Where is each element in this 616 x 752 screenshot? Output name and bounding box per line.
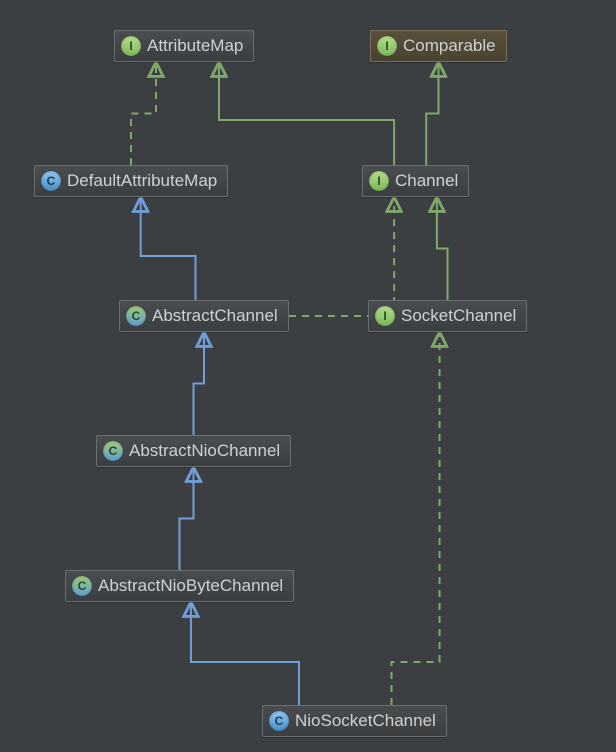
node-attributemap[interactable]: I AttributeMap	[114, 30, 254, 62]
edge-AbstractNioChannel-AbstractChannel	[194, 332, 205, 435]
node-socketchannel[interactable]: I SocketChannel	[368, 300, 527, 332]
node-comparable[interactable]: I Comparable	[370, 30, 507, 62]
node-channel[interactable]: I Channel	[362, 165, 469, 197]
node-label: AbstractChannel	[152, 306, 278, 326]
edge-SocketChannel-Channel	[437, 197, 448, 300]
interface-icon: I	[377, 36, 397, 56]
abstract-icon: C	[126, 306, 146, 326]
edge-Channel-AttributeMap	[219, 62, 394, 165]
node-defaultattributemap[interactable]: C DefaultAttributeMap	[34, 165, 228, 197]
class-icon: C	[269, 711, 289, 731]
node-niosocketchannel[interactable]: C NioSocketChannel	[262, 705, 447, 737]
node-label: Channel	[395, 171, 458, 191]
node-abstractniochannel[interactable]: C AbstractNioChannel	[96, 435, 291, 467]
abstract-icon: C	[103, 441, 123, 461]
edge-NioSocketChannel-AbstractNioByteChannel	[191, 602, 299, 705]
node-label: DefaultAttributeMap	[67, 171, 217, 191]
node-abstractniobytechannel[interactable]: C AbstractNioByteChannel	[65, 570, 294, 602]
edges-layer	[0, 0, 616, 752]
interface-icon: I	[375, 306, 395, 326]
node-label: AbstractNioByteChannel	[98, 576, 283, 596]
edge-AbstractChannel-DefaultAttributeMap	[141, 197, 196, 300]
class-icon: C	[41, 171, 61, 191]
interface-icon: I	[369, 171, 389, 191]
edge-Channel-Comparable	[426, 62, 438, 165]
edge-NioSocketChannel-SocketChannel	[392, 332, 440, 705]
interface-icon: I	[121, 36, 141, 56]
node-label: AttributeMap	[147, 36, 243, 56]
node-label: AbstractNioChannel	[129, 441, 280, 461]
node-abstractchannel[interactable]: C AbstractChannel	[119, 300, 289, 332]
edge-DefaultAttributeMap-AttributeMap	[131, 62, 156, 165]
node-label: NioSocketChannel	[295, 711, 436, 731]
abstract-icon: C	[72, 576, 92, 596]
edge-AbstractNioByteChannel-AbstractNioChannel	[180, 467, 194, 570]
edge-AbstractChannel-Channel	[289, 197, 394, 316]
node-label: SocketChannel	[401, 306, 516, 326]
node-label: Comparable	[403, 36, 496, 56]
diagram-stage: I AttributeMap I Comparable C DefaultAttribut…	[0, 0, 616, 752]
